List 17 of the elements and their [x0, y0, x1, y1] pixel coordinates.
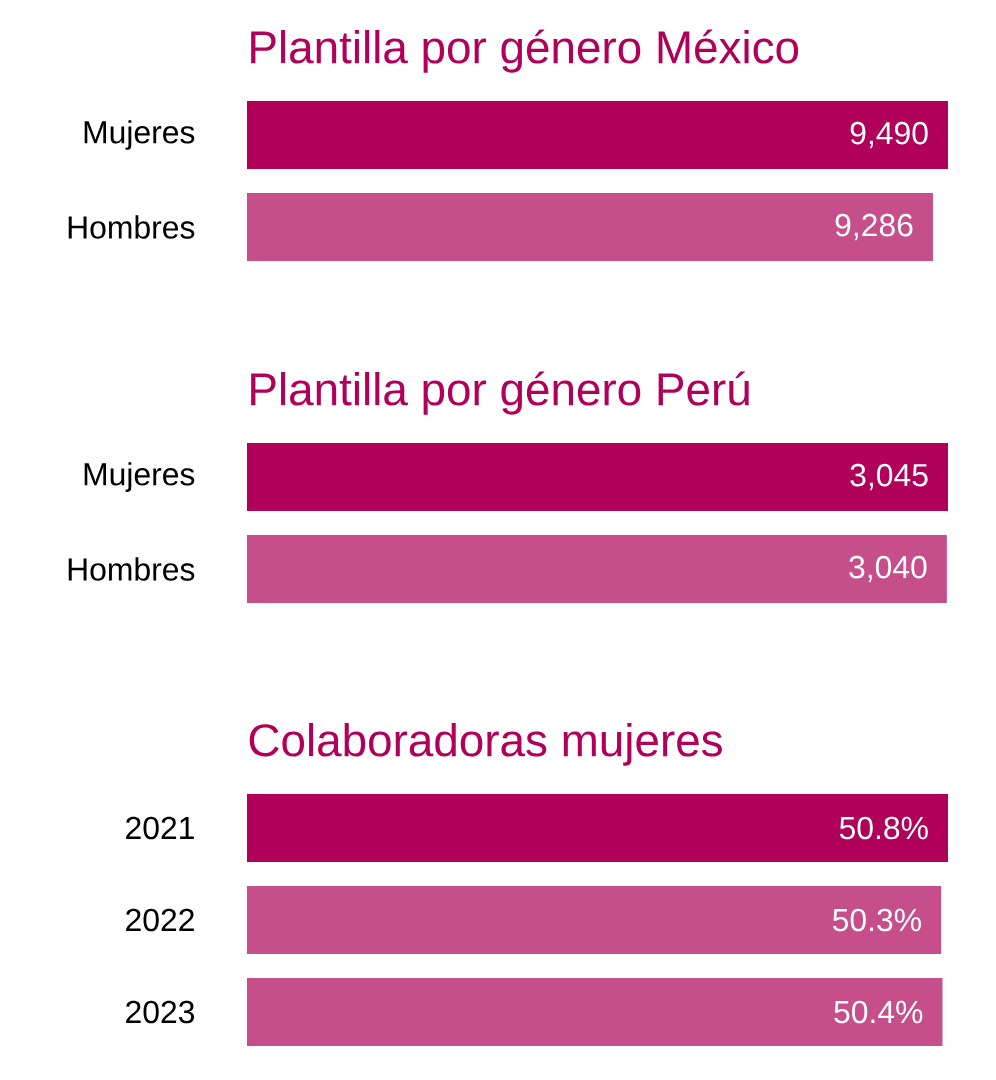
y-tick-label: 2021	[126, 816, 194, 840]
data-label: 50.8%	[839, 816, 928, 840]
y-tick-label: 2023	[126, 1000, 195, 1024]
y-tick-label: Hombres	[68, 557, 195, 581]
y-tick-label: Mujeres	[84, 462, 195, 492]
data-label: 3,045	[850, 463, 928, 491]
y-tick-label: Mujeres	[84, 120, 195, 150]
data-label: 3,040	[849, 555, 927, 583]
data-label: 9,286	[835, 213, 913, 241]
chart-title: Colaboradoras mujeres	[249, 722, 722, 766]
data-label: 50.3%	[832, 908, 921, 932]
data-label: 50.4%	[834, 1000, 923, 1024]
chart-title: Plantilla por género México	[251, 29, 799, 73]
y-tick-label: Hombres	[68, 215, 195, 239]
y-tick-label: 2022	[126, 908, 194, 932]
data-label: 9,490	[850, 121, 928, 149]
chart-title: Plantilla por género Perú	[251, 371, 749, 415]
